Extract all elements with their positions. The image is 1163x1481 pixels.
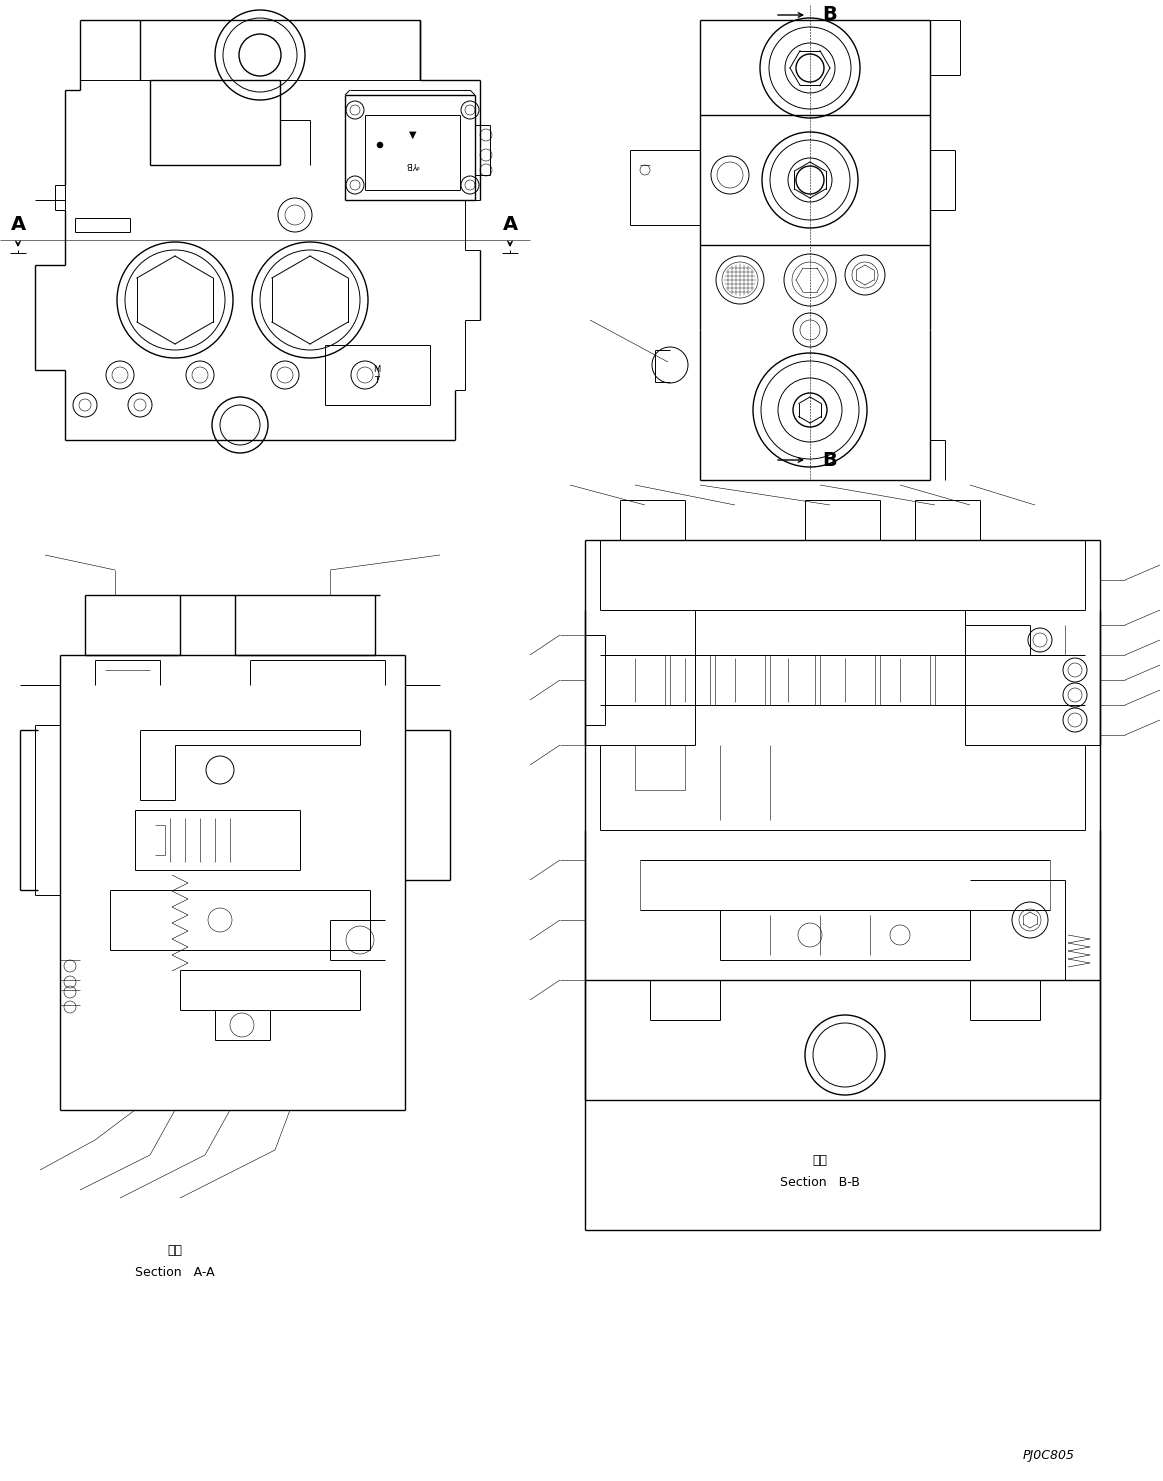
Text: B: B	[822, 450, 836, 469]
Text: A: A	[10, 216, 26, 234]
Text: Section   A-A: Section A-A	[135, 1265, 215, 1278]
Text: 断面: 断面	[813, 1154, 828, 1167]
Text: ᴲYB: ᴲYB	[406, 160, 420, 169]
Text: A: A	[502, 216, 518, 234]
Text: 断面: 断面	[167, 1244, 183, 1256]
Text: Section   B-B: Section B-B	[780, 1176, 859, 1188]
Text: ▼: ▼	[409, 130, 416, 141]
Text: PJ0C805: PJ0C805	[1023, 1448, 1075, 1462]
Circle shape	[377, 142, 383, 148]
Text: M
T: M T	[373, 366, 380, 385]
Text: B: B	[822, 6, 836, 25]
